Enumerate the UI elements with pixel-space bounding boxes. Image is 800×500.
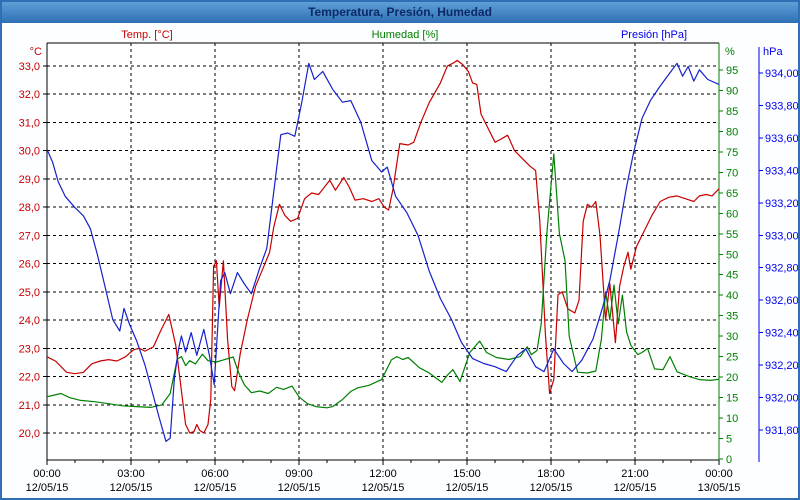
temp-tick-label: 26,0 bbox=[19, 259, 40, 271]
pressure-tick-label: 933,40 bbox=[765, 165, 799, 177]
pressure-tick-label: 932,60 bbox=[765, 295, 799, 307]
pressure-tick-label: 931,80 bbox=[765, 425, 799, 437]
pressure-tick-label: 933,20 bbox=[765, 198, 799, 210]
temp-tick-label: 22,0 bbox=[19, 372, 40, 384]
x-date-label: 12/05/15 bbox=[530, 482, 573, 494]
humidity-tick-label: 50 bbox=[726, 249, 738, 261]
temp-axis-unit: °C bbox=[29, 46, 42, 58]
x-date-label: 13/05/15 bbox=[698, 482, 741, 494]
temp-tick-label: 21,0 bbox=[19, 400, 40, 412]
humidity-tick-label: 90 bbox=[726, 85, 738, 97]
humidity-tick-label: 30 bbox=[726, 331, 738, 343]
humidity-tick-label: 95 bbox=[726, 65, 738, 77]
x-time-label: 12:00 bbox=[369, 468, 397, 480]
pressure-tick-label: 932,80 bbox=[765, 263, 799, 275]
humidity-tick-label: 15 bbox=[726, 393, 738, 405]
humidity-tick-label: 0 bbox=[726, 454, 732, 466]
temp-tick-label: 31,0 bbox=[19, 117, 40, 129]
x-date-label: 12/05/15 bbox=[446, 482, 489, 494]
humidity-tick-label: 20 bbox=[726, 372, 738, 384]
pressure-tick-label: 932,20 bbox=[765, 360, 799, 372]
x-time-label: 06:00 bbox=[201, 468, 229, 480]
humidity-tick-label: 10 bbox=[726, 413, 738, 425]
humidity-tick-label: 35 bbox=[726, 311, 738, 323]
temp-tick-label: 20,0 bbox=[19, 428, 40, 440]
pressure-axis-unit: hPa bbox=[763, 46, 783, 58]
legend-pressure: Presión [hPa] bbox=[620, 29, 688, 41]
humidity-tick-label: 80 bbox=[726, 126, 738, 138]
series-temp bbox=[47, 59, 719, 434]
humidity-axis-unit: % bbox=[725, 46, 735, 58]
legend-temperature: Temp. [°C] bbox=[121, 29, 173, 41]
x-time-label: 09:00 bbox=[285, 468, 313, 480]
humidity-tick-label: 60 bbox=[726, 208, 738, 220]
temp-tick-label: 27,0 bbox=[19, 230, 40, 242]
x-date-label: 12/05/15 bbox=[26, 482, 69, 494]
x-time-label: 00:00 bbox=[33, 468, 61, 480]
window-title: Temperatura, Presión, Humedad bbox=[2, 2, 798, 23]
humidity-tick-label: 25 bbox=[726, 352, 738, 364]
humidity-tick-label: 85 bbox=[726, 106, 738, 118]
temp-tick-label: 33,0 bbox=[19, 61, 40, 73]
temp-tick-label: 25,0 bbox=[19, 287, 40, 299]
pressure-tick-label: 932,40 bbox=[765, 328, 799, 340]
series-humidity bbox=[47, 153, 719, 409]
temp-tick-label: 23,0 bbox=[19, 343, 40, 355]
pressure-tick-label: 932,00 bbox=[765, 393, 799, 405]
x-date-label: 12/05/15 bbox=[278, 482, 321, 494]
x-date-label: 12/05/15 bbox=[194, 482, 237, 494]
humidity-tick-label: 55 bbox=[726, 229, 738, 241]
series-group bbox=[47, 59, 719, 442]
temp-tick-label: 28,0 bbox=[19, 202, 40, 214]
x-date-label: 12/05/15 bbox=[110, 482, 153, 494]
temp-tick-label: 24,0 bbox=[19, 315, 40, 327]
plot-area bbox=[47, 43, 719, 460]
pressure-tick-label: 933,00 bbox=[765, 230, 799, 242]
x-time-label: 21:00 bbox=[621, 468, 649, 480]
x-time-label: 15:00 bbox=[453, 468, 481, 480]
x-time-label: 18:00 bbox=[537, 468, 565, 480]
x-time-label: 00:00 bbox=[705, 468, 733, 480]
humidity-tick-label: 45 bbox=[726, 270, 738, 282]
temp-tick-label: 29,0 bbox=[19, 174, 40, 186]
humidity-tick-label: 40 bbox=[726, 290, 738, 302]
x-time-label: 03:00 bbox=[117, 468, 145, 480]
temp-tick-label: 30,0 bbox=[19, 146, 40, 158]
series-pressure bbox=[47, 62, 719, 442]
pressure-tick-label: 933,80 bbox=[765, 100, 799, 112]
x-date-label: 12/05/15 bbox=[614, 482, 657, 494]
humidity-tick-label: 70 bbox=[726, 167, 738, 179]
humidity-tick-label: 75 bbox=[726, 147, 738, 159]
humidity-tick-label: 65 bbox=[726, 188, 738, 200]
pressure-tick-label: 934,00 bbox=[765, 68, 799, 80]
humidity-tick-label: 5 bbox=[726, 434, 732, 446]
x-date-label: 12/05/15 bbox=[362, 482, 405, 494]
legend-humidity: Humedad [%] bbox=[371, 29, 439, 41]
pressure-tick-label: 933,60 bbox=[765, 133, 799, 145]
temp-tick-label: 32,0 bbox=[19, 89, 40, 101]
